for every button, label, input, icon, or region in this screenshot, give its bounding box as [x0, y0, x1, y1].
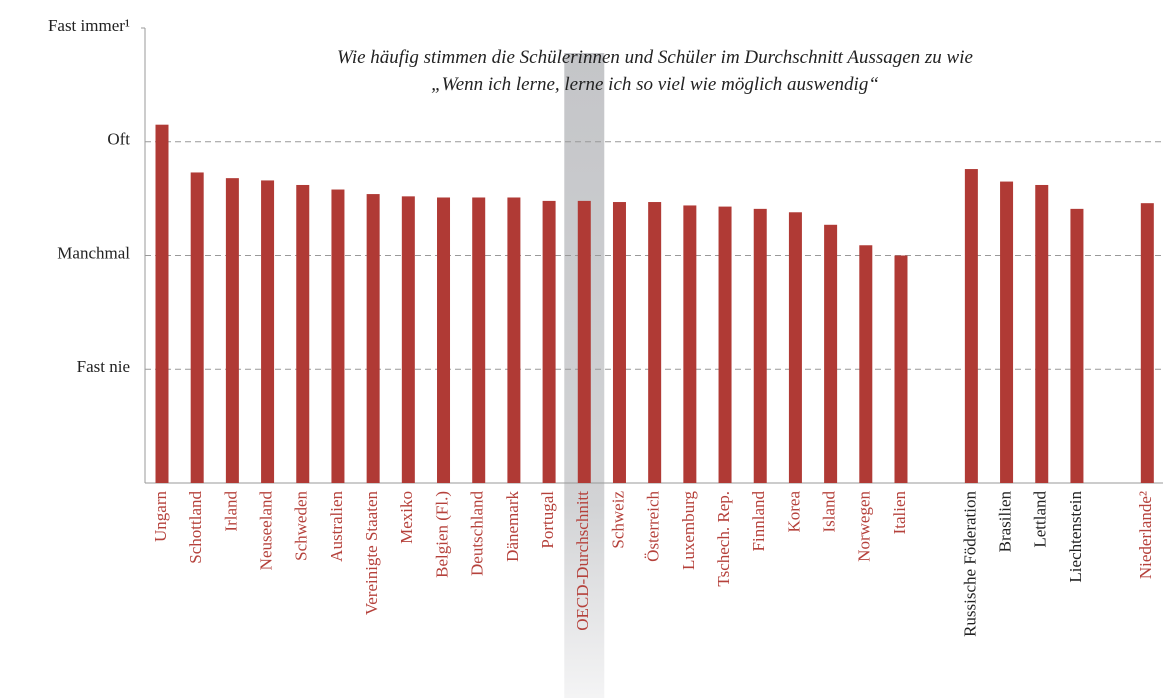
bar	[859, 245, 873, 483]
x-tick-label: Schweden	[292, 491, 311, 561]
x-tick-label: OECD-Durchschnitt	[573, 491, 592, 631]
bar	[507, 197, 521, 484]
x-tick-label: Norwegen	[855, 491, 874, 562]
x-tick-label: Finnland	[749, 491, 768, 552]
bar	[331, 189, 345, 483]
bar	[683, 205, 697, 483]
bar	[788, 212, 802, 483]
x-tick-label: Korea	[784, 491, 803, 533]
y-tick-label: Fast nie	[77, 357, 130, 376]
chart-title: „Wenn ich lerne, lerne ich so viel wie m…	[431, 74, 879, 95]
x-tick-label: Island	[820, 491, 839, 533]
bar	[542, 200, 556, 483]
x-tick-label: Niederlande²	[1136, 491, 1155, 579]
x-tick-label: Russische Föderation	[960, 491, 979, 637]
bar	[1140, 203, 1154, 484]
y-tick-label: Manchmal	[57, 243, 130, 262]
x-tick-label: Italien	[890, 491, 909, 535]
x-tick-label: Portugal	[538, 491, 557, 549]
bar	[261, 180, 275, 484]
bar	[296, 184, 310, 483]
x-tick-label: Irland	[221, 491, 240, 532]
bar	[472, 197, 486, 484]
bar	[366, 194, 380, 483]
bar	[225, 178, 239, 483]
x-tick-label: Luxemburg	[679, 491, 698, 571]
bar	[648, 202, 662, 483]
x-tick-label: Österreich	[644, 491, 663, 562]
x-tick-label: Mexiko	[397, 491, 416, 544]
x-tick-label: Ungarn	[151, 491, 170, 542]
bar	[190, 172, 204, 483]
bar	[401, 196, 415, 483]
x-tick-label: Belgien (Fl.)	[432, 491, 451, 578]
bar	[155, 124, 169, 483]
bar	[718, 206, 732, 483]
bar	[894, 255, 908, 483]
x-tick-label: Liechtenstein	[1066, 491, 1085, 583]
bar	[753, 208, 767, 484]
x-tick-label: Australien	[327, 491, 346, 562]
chart-title: Wie häufig stimmen die Schülerinnen und …	[337, 47, 973, 68]
bar	[824, 224, 838, 483]
y-tick-label: Oft	[107, 130, 130, 149]
x-tick-label: Schottland	[186, 491, 205, 564]
x-tick-label: Brasilien	[995, 491, 1014, 553]
x-tick-label: Deutschland	[468, 491, 487, 576]
x-tick-label: Schweiz	[608, 491, 627, 549]
y-tick-label: Fast immer¹	[48, 16, 130, 35]
x-tick-label: Tschech. Rep.	[714, 491, 733, 587]
bar	[437, 197, 451, 484]
bar	[1070, 208, 1084, 484]
bar	[1000, 181, 1014, 483]
bar	[612, 202, 626, 483]
x-tick-label: Neuseeland	[256, 491, 275, 571]
bar	[964, 169, 978, 484]
bar	[1035, 184, 1049, 483]
x-tick-label: Lettland	[1031, 491, 1050, 548]
x-tick-label: Vereinigte Staaten	[362, 491, 381, 616]
bar	[577, 200, 591, 483]
x-tick-label: Dänemark	[503, 491, 522, 562]
